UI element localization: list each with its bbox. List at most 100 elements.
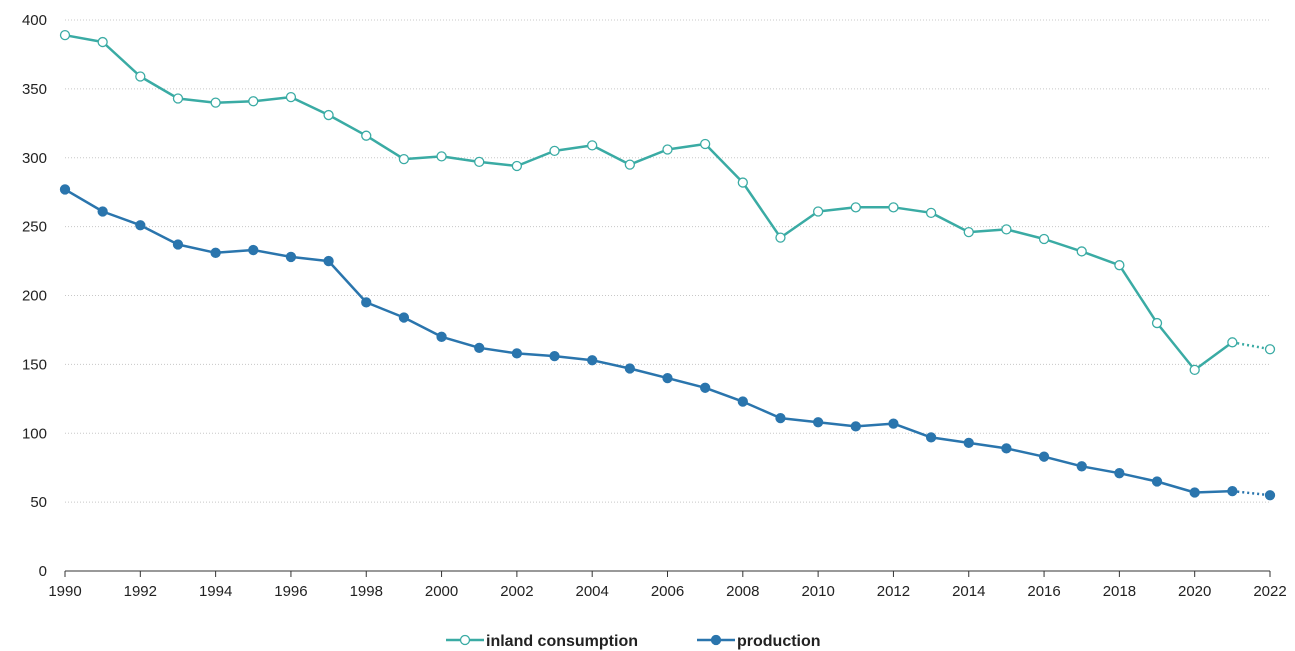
data-point-production-2012	[888, 418, 899, 429]
data-point-production-2005	[624, 363, 635, 374]
data-point-production-2018	[1114, 468, 1125, 479]
data-point-production-2016	[1038, 451, 1050, 462]
data-point-inland-consumption-2017	[1076, 246, 1087, 257]
data-point-production-2010	[812, 417, 824, 428]
data-point-inland-consumption-2009	[775, 232, 786, 243]
data-point-production-1997	[323, 255, 334, 267]
data-point-production-2015	[1001, 443, 1012, 454]
data-point-inland-consumption-2008	[737, 177, 748, 188]
data-point-production-1996	[285, 251, 297, 263]
y-tick-label-300: 300	[22, 150, 47, 167]
y-tick-label-0: 0	[39, 563, 47, 580]
legend-item-production: production	[697, 633, 821, 650]
y-tick-label-250: 250	[22, 219, 47, 236]
data-point-inland-consumption-1990	[59, 30, 71, 41]
y-tick-label-200: 200	[22, 288, 47, 305]
x-tick-label-2022: 2022	[1253, 583, 1286, 600]
data-point-inland-consumption-2016	[1038, 233, 1050, 245]
data-point-production-2021	[1227, 485, 1238, 497]
x-tick-label-2006: 2006	[651, 583, 684, 600]
data-point-production-2019	[1151, 476, 1163, 487]
x-tick-label-1996: 1996	[274, 583, 307, 600]
data-point-inland-consumption-2006	[662, 144, 673, 155]
y-tick-label-100: 100	[22, 425, 47, 442]
series-group	[59, 30, 1276, 501]
data-point-inland-consumption-2004	[587, 140, 598, 151]
data-point-inland-consumption-2019	[1151, 317, 1163, 329]
data-point-inland-consumption-1992	[135, 71, 146, 82]
data-point-production-2000	[436, 331, 447, 342]
gridlines	[65, 19, 1270, 503]
data-point-inland-consumption-2015	[1001, 224, 1012, 235]
legend: inland consumption production	[446, 633, 821, 650]
series-production	[59, 184, 1276, 501]
x-tick-label-1990: 1990	[48, 583, 81, 600]
data-point-production-1995	[248, 244, 259, 256]
x-tick-label-2014: 2014	[952, 583, 985, 600]
data-point-inland-consumption-2020	[1189, 364, 1200, 376]
x-tick-label-2012: 2012	[877, 583, 910, 600]
data-point-inland-consumption-2011	[850, 202, 861, 213]
x-tick-label-2002: 2002	[500, 583, 533, 600]
data-point-production-2006	[662, 372, 673, 384]
legend-label: inland consumption	[486, 633, 638, 650]
data-point-inland-consumption-1995	[248, 96, 259, 107]
x-tick-label-2020: 2020	[1178, 583, 1211, 600]
data-point-production-1999	[398, 312, 410, 323]
legend-item-inland-consumption: inland consumption	[446, 633, 638, 650]
x-tick-label-2010: 2010	[801, 583, 834, 600]
y-tick-label-150: 150	[22, 356, 47, 373]
series-line-estimate-production	[1232, 489, 1271, 497]
data-point-production-1990	[59, 184, 71, 195]
y-tick-label-50: 50	[30, 494, 47, 511]
data-point-inland-consumption-2007	[700, 138, 711, 150]
data-point-production-2003	[549, 350, 560, 362]
data-point-inland-consumption-2012	[888, 202, 899, 213]
data-point-production-1994	[210, 247, 221, 258]
data-point-inland-consumption-1996	[285, 91, 297, 103]
x-tick-label-1994: 1994	[199, 583, 232, 600]
x-tick-label-2016: 2016	[1027, 583, 1060, 600]
data-point-inland-consumption-2003	[549, 145, 560, 157]
series-line-inland-consumption	[64, 33, 1234, 372]
data-point-inland-consumption-2018	[1114, 260, 1125, 271]
data-point-production-2011	[850, 421, 861, 432]
data-point-production-2013	[925, 432, 937, 443]
x-tick-label-2018: 2018	[1103, 583, 1136, 600]
x-tick-label-1992: 1992	[124, 583, 157, 600]
data-point-inland-consumption-2010	[812, 206, 824, 217]
data-point-production-2009	[775, 412, 786, 424]
legend-label: production	[737, 633, 821, 650]
data-point-inland-consumption-2005	[624, 159, 635, 170]
y-tick-label-350: 350	[22, 81, 47, 98]
data-point-production-2001	[474, 342, 485, 353]
legend-swatch-marker	[710, 634, 722, 646]
x-tick-label-2004: 2004	[576, 583, 609, 600]
x-axis-ticks: 1990 1992 1994 1996 1998 2000 2002 2004 2006 2008…	[48, 571, 1287, 600]
y-axis-ticks: 0 50 100 150 200 250 300 350 400	[22, 12, 47, 580]
legend-swatch-marker	[459, 634, 471, 646]
data-point-inland-consumption-2013	[925, 207, 937, 219]
series-line-production	[64, 188, 1233, 494]
data-point-production-2017	[1076, 461, 1087, 472]
data-point-inland-consumption-2002	[511, 160, 523, 172]
data-point-inland-consumption-2021	[1227, 337, 1238, 348]
data-point-inland-consumption-2014	[963, 226, 974, 238]
data-point-production-2022	[1264, 490, 1276, 501]
data-point-production-1998	[361, 297, 372, 308]
data-point-inland-consumption-1998	[361, 130, 372, 141]
data-point-production-1993	[172, 239, 184, 250]
data-point-inland-consumption-2000	[436, 151, 447, 162]
data-point-inland-consumption-1994	[210, 97, 221, 108]
data-point-production-2007	[700, 382, 711, 393]
series-line-estimate-inland-consumption	[1232, 341, 1271, 351]
x-tick-label-1998: 1998	[350, 583, 383, 600]
data-point-production-2020	[1189, 487, 1200, 498]
y-tick-label-400: 400	[22, 12, 47, 29]
data-point-production-1992	[135, 220, 146, 231]
x-tick-label-2008: 2008	[726, 583, 759, 600]
data-point-production-1991	[97, 206, 108, 217]
data-point-inland-consumption-1999	[398, 153, 410, 165]
data-point-inland-consumption-1997	[323, 109, 334, 121]
